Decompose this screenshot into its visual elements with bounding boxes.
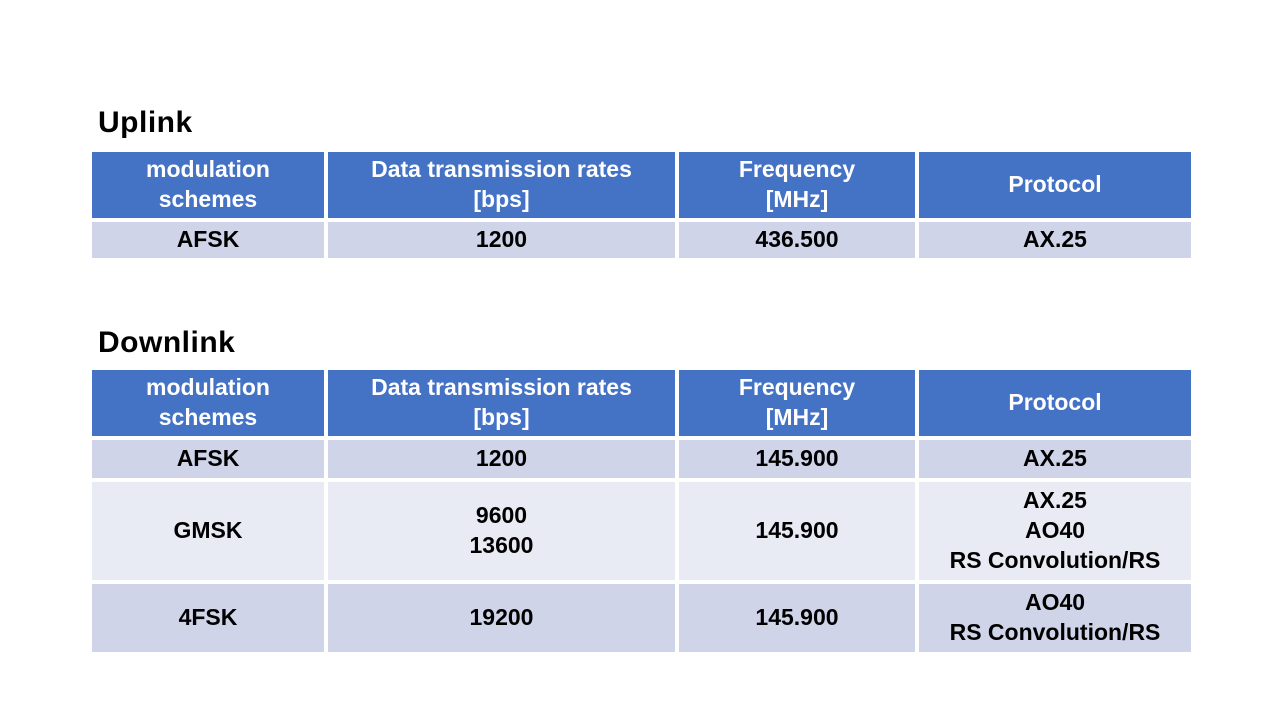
cell-modulation: GMSK	[90, 480, 326, 582]
cell-protocol: AX.25 AO40 RS Convolution/RS	[917, 480, 1193, 582]
cell-frequency: 145.900	[677, 480, 917, 582]
downlink-header-data-rates: Data transmission rates [bps]	[326, 368, 677, 438]
cell-rate: 19200	[326, 582, 677, 654]
downlink-section-title: Downlink	[98, 326, 236, 359]
downlink-header-row: modulation schemes Data transmission rat…	[90, 368, 1193, 438]
downlink-row-afsk: AFSK 1200 145.900 AX.25	[90, 438, 1193, 480]
downlink-header-modulation-schemes: modulation schemes	[90, 368, 326, 438]
uplink-section-title: Uplink	[98, 106, 193, 139]
cell-modulation: AFSK	[90, 438, 326, 480]
downlink-row-gmsk: GMSK 9600 13600 145.900 AX.25 AO40 RS Co…	[90, 480, 1193, 582]
downlink-header-protocol: Protocol	[917, 368, 1193, 438]
uplink-table: modulation schemes Data transmission rat…	[90, 150, 1193, 260]
cell-protocol: AX.25	[917, 438, 1193, 480]
uplink-header-row: modulation schemes Data transmission rat…	[90, 150, 1193, 220]
cell-frequency: 145.900	[677, 438, 917, 480]
cell-frequency: 145.900	[677, 582, 917, 654]
uplink-row-afsk: AFSK 1200 436.500 AX.25	[90, 220, 1193, 260]
downlink-header-frequency: Frequency [MHz]	[677, 368, 917, 438]
cell-modulation: AFSK	[90, 220, 326, 260]
cell-protocol: AO40 RS Convolution/RS	[917, 582, 1193, 654]
uplink-header-data-rates: Data transmission rates [bps]	[326, 150, 677, 220]
cell-modulation: 4FSK	[90, 582, 326, 654]
cell-frequency: 436.500	[677, 220, 917, 260]
cell-rate: 9600 13600	[326, 480, 677, 582]
uplink-header-frequency: Frequency [MHz]	[677, 150, 917, 220]
cell-rate: 1200	[326, 438, 677, 480]
uplink-header-protocol: Protocol	[917, 150, 1193, 220]
cell-rate: 1200	[326, 220, 677, 260]
downlink-table: modulation schemes Data transmission rat…	[90, 368, 1193, 654]
uplink-header-modulation-schemes: modulation schemes	[90, 150, 326, 220]
downlink-row-4fsk: 4FSK 19200 145.900 AO40 RS Convolution/R…	[90, 582, 1193, 654]
cell-protocol: AX.25	[917, 220, 1193, 260]
